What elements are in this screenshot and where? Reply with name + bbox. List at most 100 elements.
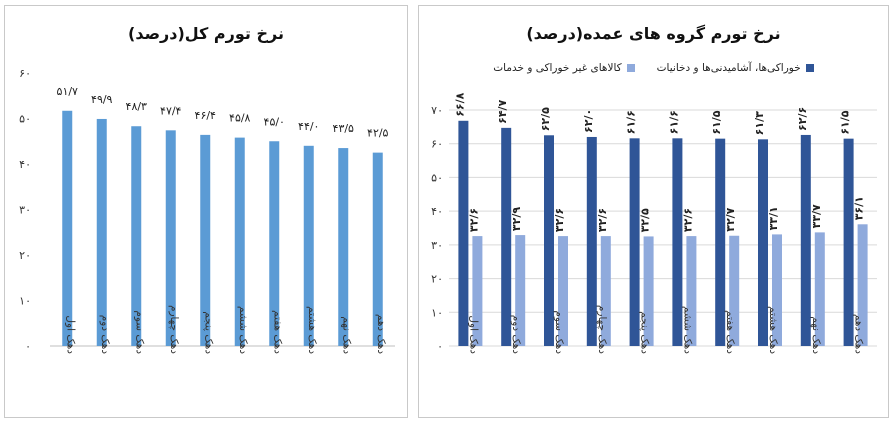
bar-value-label: ۴۶/۴ [195, 109, 217, 122]
bar [165, 130, 176, 346]
legend-swatch [626, 64, 635, 72]
bar [729, 235, 740, 346]
bar-value-label: ۳۲/۶ [467, 208, 480, 232]
bar-value-label: ۴۴/۰ [298, 120, 319, 133]
bar [600, 236, 611, 346]
y-tick-label: ۲۰ [19, 249, 31, 262]
bar [234, 137, 245, 346]
bar [715, 138, 726, 346]
x-tick-label: دهک اول [467, 315, 479, 354]
bar-value-label: ۶۶/۸ [453, 92, 466, 116]
x-tick-label: دهک نهم [340, 316, 352, 354]
bar [800, 134, 811, 346]
bar [544, 135, 554, 346]
bar-value-label: ۳۶/۱ [853, 196, 866, 220]
bar-value-label: ۶۲/۶ [796, 107, 809, 131]
bar [200, 134, 211, 346]
bar [96, 118, 107, 346]
bar-value-label: ۶۱/۵ [710, 110, 723, 134]
bar-value-label: ۵۱/۷ [57, 85, 79, 98]
x-tick-label: دهک دهم [853, 314, 865, 354]
bar-value-label: ۴۲/۵ [367, 127, 389, 140]
chart-title: نرخ تورم کل(درصد) [128, 24, 284, 43]
bar-value-label: ۳۲/۶ [553, 208, 566, 232]
group-inflation-chart: ۰ ۱۰ ۲۰ ۳۰ ۴۰ ۵۰ ۶۰ ۷۰ ۶۶/۸ ۳۲/۶ دهک اول ۶۴/۷ ۳۲/۹ ده… [431, 92, 877, 355]
chart-title: نرخ تورم گروه های عمده(درصد) [526, 24, 781, 43]
bar [586, 136, 597, 346]
bar-value-label: ۶۱/۶ [625, 110, 638, 134]
group-inflation-chart-panel: نرخ تورم گروه های عمده(درصد) خوراکی‌ها، … [418, 5, 889, 418]
bar [857, 224, 868, 346]
x-tick-label: دهک اول [64, 315, 76, 354]
bar-value-label: ۶۱/۶ [667, 110, 680, 134]
legend-swatch [805, 64, 814, 72]
y-tick-label: ۶۰ [19, 67, 31, 80]
x-tick-label: دهک سوم [133, 310, 145, 354]
bar [758, 139, 768, 346]
x-tick-label: دهک دوم [510, 315, 522, 355]
bar [629, 138, 640, 346]
y-tick-label: ۱۰ [431, 306, 443, 319]
x-tick-label: دهک نهم [810, 316, 822, 354]
bar-value-label: ۶۴/۷ [496, 99, 509, 123]
x-tick-label: دهک چهارم [168, 305, 180, 354]
bar-value-label: ۴۷/۴ [160, 104, 182, 117]
x-tick-label: دهک دهم [375, 314, 387, 354]
bar-value-label: ۴۳/۵ [333, 122, 355, 135]
bar-value-label: ۴۵/۰ [264, 115, 285, 128]
bar-value-label: ۳۲/۶ [596, 208, 609, 232]
bar [472, 236, 483, 346]
y-tick-label: ۰ [437, 340, 443, 353]
x-tick-label: دهک سوم [553, 310, 565, 354]
bar-value-label: ۴۵/۸ [229, 112, 251, 125]
y-tick-label: ۳۰ [19, 204, 31, 217]
y-tick-label: ۵۰ [431, 171, 443, 184]
x-tick-label: دهک ششم [237, 306, 249, 354]
bar [458, 120, 469, 346]
x-tick-label: دهک هفتم [724, 310, 736, 354]
x-tick-label: دهک پنجم [202, 311, 214, 354]
bar-value-label: ۶۱/۳ [753, 111, 766, 135]
total-inflation-chart-panel: نرخ تورم کل(درصد) ۰ ۱۰ ۲۰ ۳۰ ۴۰ ۵۰ ۶۰ ۵۱/۷ دهک ا… [4, 5, 408, 418]
bar [772, 234, 782, 346]
x-tick-label: دهک هفتم [271, 310, 283, 354]
bar [372, 152, 383, 346]
bar [814, 232, 825, 346]
bar-value-label: ۳۳/۷ [810, 204, 823, 228]
bar-value-label: ۳۲/۹ [510, 207, 523, 231]
total-inflation-chart: ۰ ۱۰ ۲۰ ۳۰ ۴۰ ۵۰ ۶۰ ۵۱/۷ دهک اول ۴۹/۹ دهک دوم ۴۸/۳ د… [19, 67, 395, 355]
x-tick-label: دهک دوم [99, 315, 111, 355]
bar-value-label: ۴۹/۹ [91, 93, 113, 106]
bar [62, 110, 73, 346]
bar [643, 236, 654, 346]
x-tick-label: دهک پنجم [639, 311, 651, 354]
bar [501, 127, 512, 347]
y-tick-label: ۴۰ [19, 158, 31, 171]
legend-label: کالاهای غیر خوراکی و خدمات [493, 62, 622, 74]
x-tick-label: دهک هشتم [306, 306, 318, 354]
legend-item-nonfood: کالاهای غیر خوراکی و خدمات [493, 62, 635, 74]
bar-value-label: ۳۲/۵ [639, 208, 652, 232]
bar-value-label: ۶۲/۰ [582, 109, 595, 133]
chart-legend: خوراکی‌ها، آشامیدنی‌ها و دخانیات کالاهای… [419, 62, 888, 74]
bar-value-label: ۴۸/۳ [126, 100, 148, 113]
bar-value-label: ۳۳/۱ [767, 206, 780, 230]
x-tick-label: دهک ششم [681, 306, 693, 354]
y-tick-label: ۵۰ [19, 113, 31, 126]
bar [672, 138, 683, 346]
y-tick-label: ۷۰ [431, 104, 443, 117]
bar-value-label: ۳۲/۷ [724, 207, 737, 231]
y-tick-label: ۶۰ [431, 138, 443, 151]
bar-value-label: ۶۱/۵ [839, 110, 852, 134]
x-tick-label: دهک هشتم [767, 306, 779, 354]
bar [303, 145, 314, 346]
bar-value-label: ۶۲/۵ [539, 107, 552, 131]
y-tick-label: ۴۰ [431, 205, 443, 218]
x-tick-label: دهک چهارم [596, 305, 608, 354]
bar [338, 148, 349, 346]
bar [558, 236, 568, 346]
bar [131, 126, 142, 346]
legend-item-food: خوراکی‌ها، آشامیدنی‌ها و دخانیات [657, 62, 814, 74]
y-tick-label: ۱۰ [19, 295, 31, 308]
y-tick-label: ۰ [25, 340, 31, 353]
